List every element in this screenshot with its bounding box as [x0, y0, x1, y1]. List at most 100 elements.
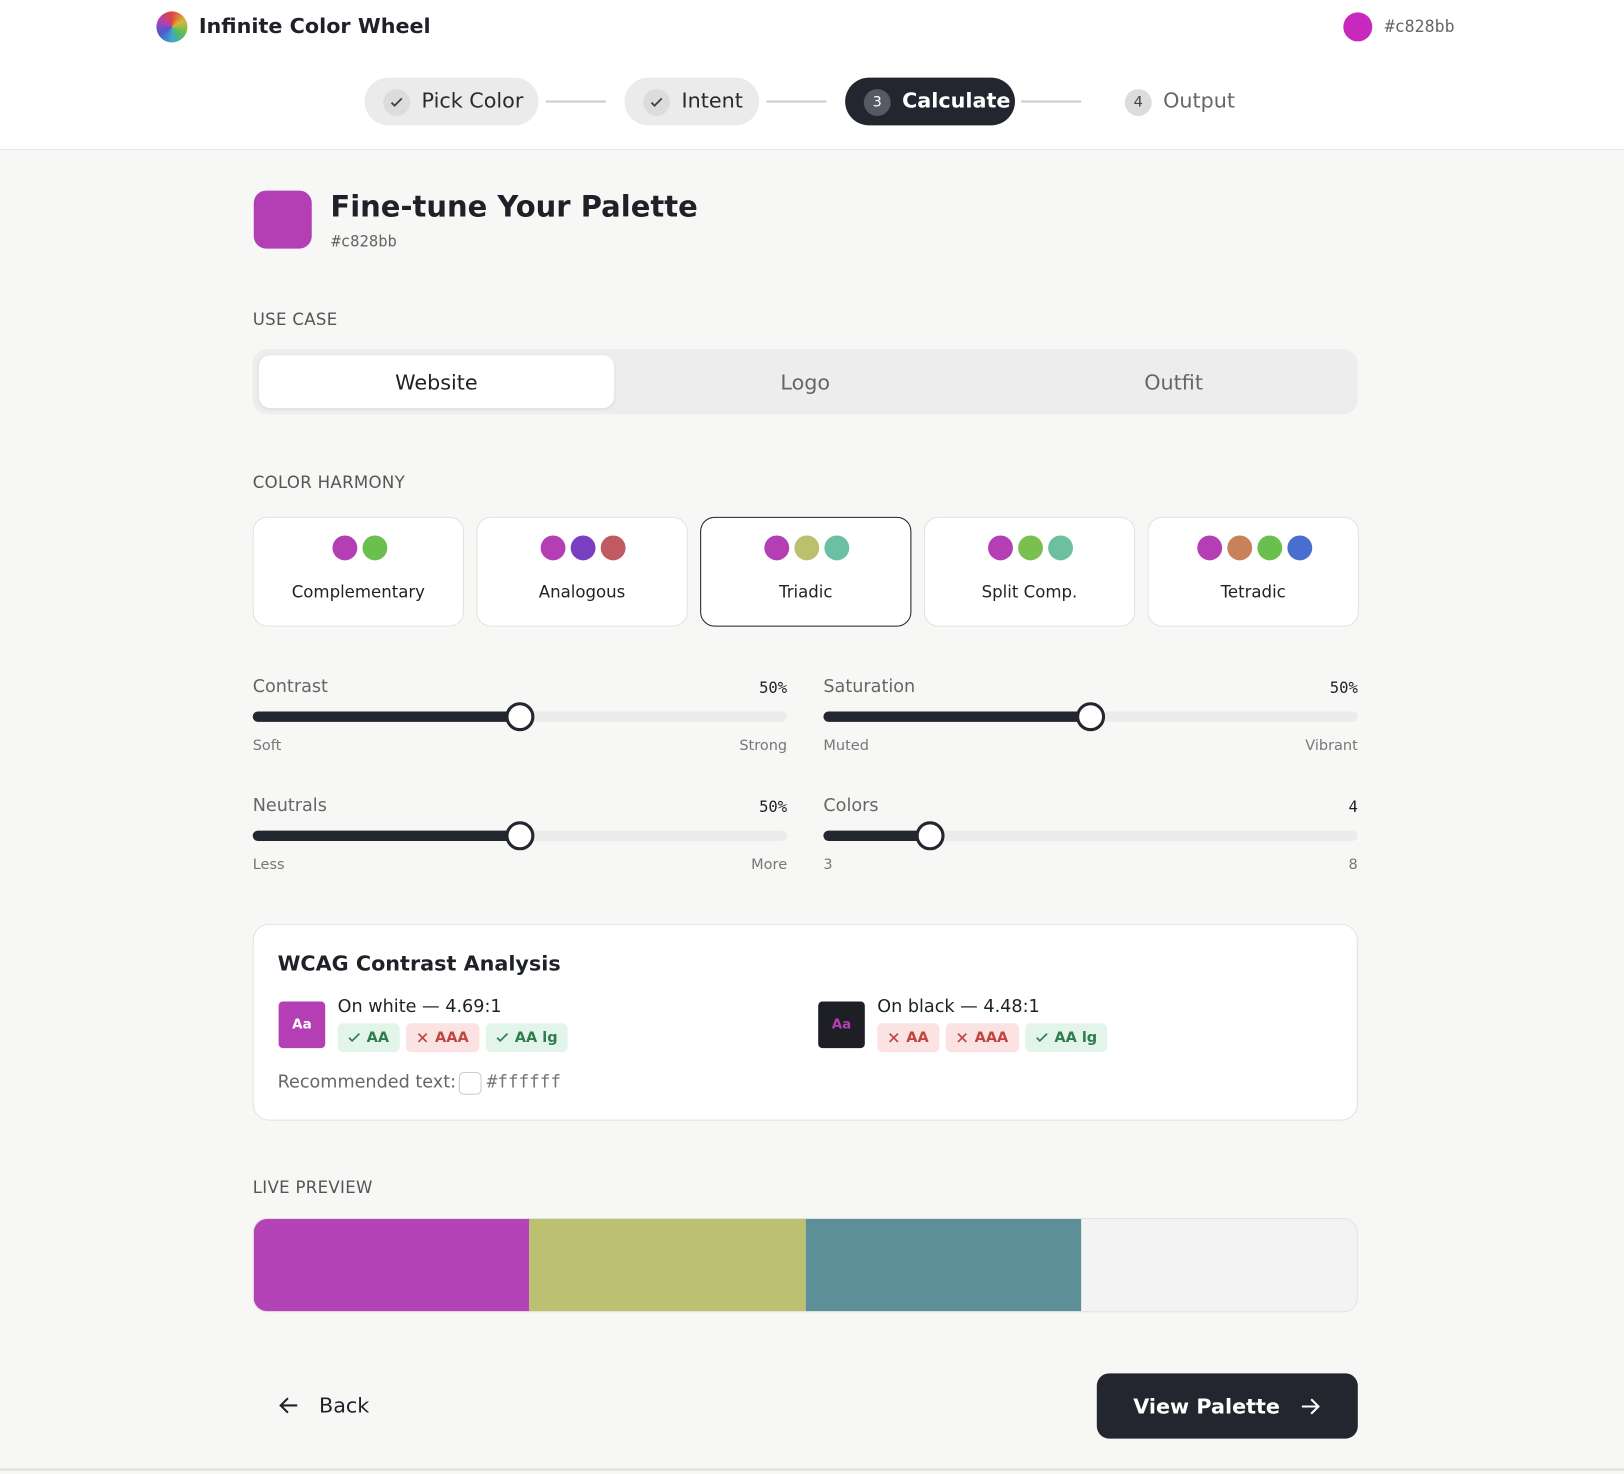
slider-thumb[interactable]	[505, 821, 535, 851]
harmony-dot	[988, 535, 1013, 561]
slider-fill	[823, 830, 931, 841]
step-connector	[766, 100, 827, 103]
harmony-dot	[600, 535, 626, 561]
slider-max: Vibrant	[1305, 737, 1358, 754]
back-arrow	[279, 1397, 298, 1414]
harmony-card[interactable]: Analogous	[476, 516, 688, 627]
slider-thumb[interactable]	[1076, 702, 1106, 732]
slider-label: Colors	[823, 795, 879, 817]
contrast-sample: Aa	[278, 1001, 326, 1049]
current-color: #c828bb	[1384, 16, 1455, 37]
slider-label: Contrast	[252, 676, 328, 698]
wcag-title: WCAG Contrast Analysis	[277, 950, 561, 976]
badge: AA	[877, 1023, 940, 1053]
harmony-card[interactable]: Triadic	[700, 516, 912, 627]
harmony-dot	[1226, 535, 1252, 561]
step-connector	[545, 100, 606, 103]
next-arrow	[1301, 1397, 1320, 1414]
harmony-name: Triadic	[779, 582, 833, 602]
page-color: #c828bb	[331, 231, 397, 251]
harmony-dot	[361, 535, 387, 561]
step-badge	[383, 89, 411, 116]
slider-min: 3	[823, 856, 833, 874]
preview-segment	[805, 1219, 1082, 1312]
contrast-sample: Aa	[818, 1001, 865, 1049]
badge: AAA	[945, 1023, 1019, 1053]
step-label: Pick Color	[421, 88, 524, 113]
tab-label: Website	[395, 369, 478, 395]
slider-value: 4	[1348, 797, 1358, 817]
fail-icon	[889, 1033, 899, 1043]
slider-thumb[interactable]	[505, 702, 535, 732]
slider-thumb[interactable]	[915, 821, 945, 851]
slider-track[interactable]	[252, 702, 788, 732]
harmony-name: Split Comp.	[981, 582, 1078, 602]
slider-min: Less	[252, 856, 285, 874]
slider-value: 50%	[1329, 678, 1358, 698]
contrast-label: On white — 4.69:1	[337, 996, 502, 1018]
harmony-dot	[1048, 535, 1073, 561]
step-badge: 4	[1124, 89, 1152, 116]
harmony-dot	[1196, 535, 1222, 561]
harmony-dot	[331, 535, 357, 561]
harmony-dot	[764, 535, 790, 561]
slider-label: Saturation	[823, 676, 916, 698]
pass-icon	[1036, 1033, 1048, 1043]
slider-min: Soft	[252, 737, 282, 754]
check	[390, 97, 403, 107]
harmony-card[interactable]: Split Comp.	[923, 516, 1136, 627]
recommended-color: #ffffff	[486, 1071, 561, 1093]
badge-text: AAA	[974, 1029, 1009, 1047]
preview-segment	[529, 1219, 806, 1312]
page-title: Fine-tune Your Palette	[330, 189, 698, 224]
check	[650, 97, 663, 107]
harmony-card[interactable]: Tetradic	[1147, 516, 1359, 627]
tab[interactable]: Logo	[627, 355, 983, 408]
slider-fill	[252, 830, 520, 841]
badge: AA lg	[485, 1023, 568, 1053]
section-label: LIVE PREVIEW	[252, 1177, 373, 1198]
recommended-swatch	[458, 1071, 482, 1095]
badge-text: AAA	[434, 1029, 469, 1047]
harmony-card[interactable]: Complementary	[252, 516, 464, 627]
current-color-dot	[1343, 12, 1373, 42]
back-button[interactable]: Back	[267, 1384, 379, 1427]
logo	[156, 11, 188, 43]
slider-track[interactable]	[823, 702, 1358, 732]
harmony-dot	[794, 535, 820, 561]
live-preview	[252, 1217, 1358, 1313]
harmony-dot	[1286, 535, 1312, 561]
badge-text: AA lg	[514, 1029, 558, 1047]
tab[interactable]: Website	[258, 355, 614, 409]
slider-value: 50%	[759, 797, 788, 817]
harmony-dot	[824, 535, 850, 561]
badge: AA lg	[1025, 1023, 1108, 1053]
tab[interactable]: Outfit	[996, 355, 1352, 408]
view-palette-button[interactable]: View Palette	[1096, 1373, 1358, 1439]
fail-icon	[417, 1033, 428, 1043]
color-swatch	[253, 190, 312, 249]
slider-min: Muted	[823, 737, 869, 754]
harmony-dot	[570, 535, 596, 561]
app-name: Infinite Color Wheel	[198, 13, 431, 39]
step-label: Calculate	[902, 88, 1011, 113]
slider-track[interactable]	[823, 821, 1358, 851]
next-label: View Palette	[1133, 1393, 1280, 1419]
fail-icon	[957, 1033, 967, 1043]
slider-fill	[823, 711, 1091, 722]
slider-track[interactable]	[252, 821, 788, 851]
sample-text: Aa	[292, 1017, 312, 1033]
step-label: Output	[1163, 88, 1236, 113]
pass-icon	[496, 1033, 509, 1043]
step-badge: 3	[863, 89, 891, 116]
sample-text: Aa	[831, 1017, 852, 1033]
bottom-rule	[0, 1468, 1624, 1471]
slider-fill	[252, 711, 520, 722]
preview-segment	[1081, 1219, 1357, 1312]
tab-label: Logo	[780, 369, 831, 395]
harmony-name: Analogous	[538, 582, 626, 602]
preview-segment	[253, 1219, 530, 1312]
contrast-label: On black — 4.48:1	[877, 996, 1040, 1018]
